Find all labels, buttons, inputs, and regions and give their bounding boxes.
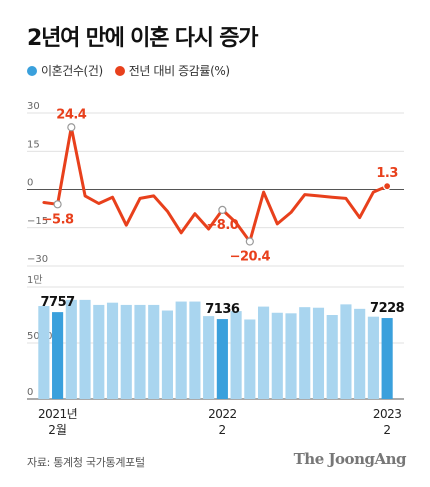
legend-item-divorces: 이혼건수(건) [27,62,103,79]
line-point [245,237,254,246]
legend: 이혼건수(건) 전년 대비 증감률(%) [27,62,242,79]
bar [367,316,379,399]
bar [65,299,77,399]
chart-title: 2년여 만에 이혼 다시 증가 [27,26,259,51]
bar [216,319,228,399]
bar-data-label: 7757 [41,295,76,310]
bar [106,302,119,399]
bar [93,304,105,399]
x-tick-sublabel: 2 [383,423,391,437]
bar [38,306,50,399]
bar [326,315,338,399]
line-ytick-label: −15 [27,216,48,227]
x-tick-label: 2022 [208,407,237,421]
bar [285,313,297,399]
bar [230,311,242,399]
line-data-label: 1.3 [376,166,398,181]
bar-ytick-label: 0 [27,387,33,398]
publisher-logo: The JoongAng [293,450,407,468]
bar [299,307,311,399]
bar [148,304,160,399]
bar [312,307,325,399]
line-ytick-label: 30 [27,101,40,112]
line-ytick-label: −30 [27,254,48,265]
line-point [218,205,227,214]
x-tick-sublabel: 2월 [48,423,67,437]
legend-label-change-rate: 전년 대비 증감률(%) [128,64,230,78]
legend-swatch-change-rate [114,65,125,76]
bar [354,308,366,399]
bar [161,310,174,399]
bar [189,301,201,399]
x-tick-label: 2023 [373,407,402,421]
bar [120,304,132,399]
line-data-label: −8.0 [206,218,238,233]
x-tick-label: 2021년 [38,407,77,421]
legend-label-divorces: 이혼건수(건) [41,64,103,78]
line-data-label: 24.4 [56,107,87,122]
bar [271,312,283,399]
bar [203,316,215,399]
line-point [53,200,62,209]
bar [340,304,352,399]
bar [52,312,64,399]
bar [381,318,393,399]
source-note: 자료: 통계청 국가통계포털 [27,456,145,469]
line-point [67,123,76,132]
line-ytick-label: 0 [27,178,33,189]
bar-data-label: 7228 [370,301,405,316]
bar [175,301,187,399]
line-series [42,125,389,243]
legend-item-change-rate: 전년 대비 증감률(%) [114,62,230,79]
bar [257,306,270,399]
bar [244,319,256,399]
line-ytick-label: 15 [27,139,40,150]
line-data-label: −5.8 [42,212,74,227]
bar-data-label: 7136 [205,302,240,317]
line-point [383,182,392,191]
bar-ytick-label: 1만 [27,274,43,286]
bar [134,304,146,399]
bar [79,299,91,399]
legend-swatch-divorces [27,65,37,76]
x-tick-sublabel: 2 [219,423,227,437]
line-data-label: −20.4 [230,250,271,265]
